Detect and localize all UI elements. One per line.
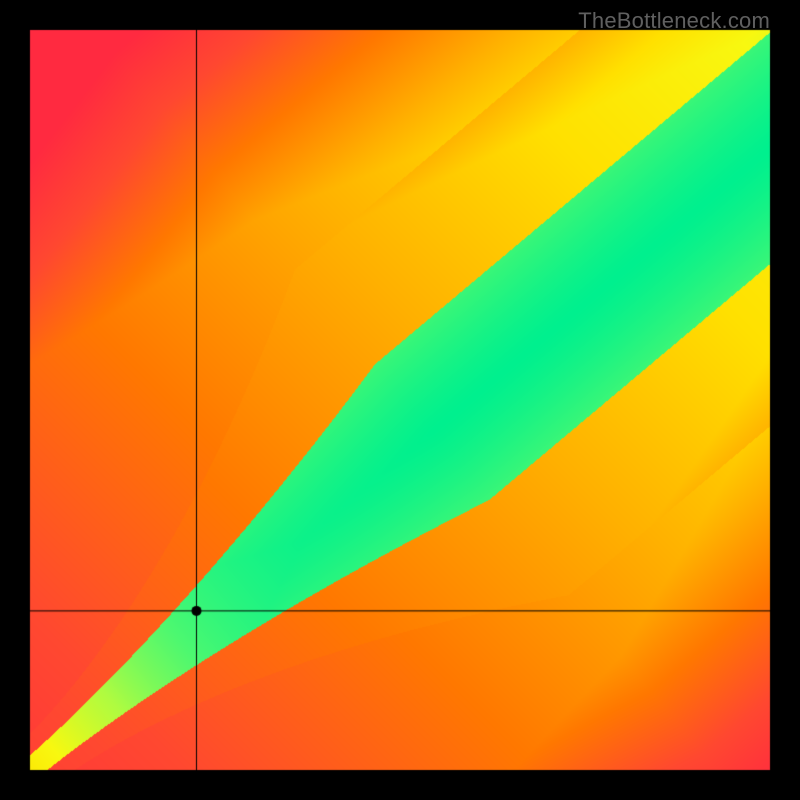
bottleneck-heatmap (0, 0, 800, 800)
chart-container: TheBottleneck.com (0, 0, 800, 800)
watermark-text: TheBottleneck.com (578, 8, 770, 34)
